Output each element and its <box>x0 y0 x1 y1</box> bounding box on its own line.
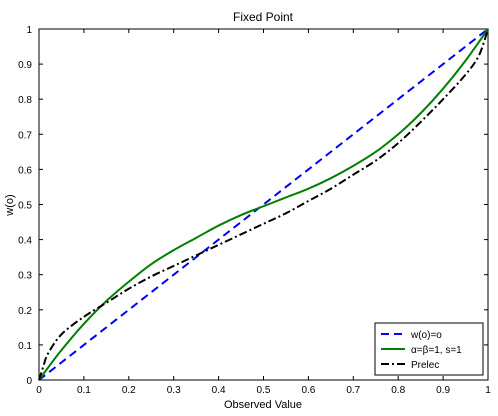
x-tick-label: 0 <box>36 385 42 396</box>
x-tick-label: 0.4 <box>212 385 226 396</box>
x-tick-label: 0.2 <box>122 385 136 396</box>
y-tick-label: 0.7 <box>18 130 32 141</box>
y-tick-label: 0.5 <box>18 201 32 212</box>
plot-area: 0 0.1 0.2 0.3 0.4 0.5 0.6 0.7 0.8 0.9 1 0 0.1 0.2 0.3 0… <box>18 25 491 396</box>
y-tick-label: 0.8 <box>18 95 32 106</box>
x-axis-label: Observed Value <box>224 399 302 411</box>
x-tick-label: 0.8 <box>391 385 405 396</box>
y-tick-label: 1 <box>26 25 32 36</box>
x-tick-label: 0.3 <box>167 385 181 396</box>
y-tick-label: 0.6 <box>18 165 32 176</box>
series-line-2 <box>38 28 489 381</box>
x-tick-label: 0.6 <box>301 385 315 396</box>
y-tick-label: 0.2 <box>18 306 32 317</box>
legend-label: Prelec <box>411 360 439 371</box>
x-tick-label: 0.1 <box>77 385 91 396</box>
y-tick-label: 0.4 <box>18 236 32 247</box>
x-tick-label: 1 <box>485 385 491 396</box>
y-tick-label: 0.1 <box>18 341 32 352</box>
legend: w(o)=o α=β=1, s=1 Prelec <box>374 322 484 376</box>
legend-label: w(o)=o <box>410 330 442 341</box>
series-line-1 <box>38 28 489 381</box>
x-tick-label: 0.5 <box>257 385 271 396</box>
x-tick-label: 0.7 <box>346 385 360 396</box>
y-tick-label: 0 <box>26 376 32 387</box>
y-axis-label: w(o) <box>4 194 16 216</box>
y-tick-label: 0.3 <box>18 271 32 282</box>
x-tick-label: 0.9 <box>436 385 450 396</box>
y-tick-label: 0.9 <box>18 60 32 71</box>
legend-label: α=β=1, s=1 <box>411 345 462 356</box>
chart-title: Fixed Point <box>233 10 294 24</box>
